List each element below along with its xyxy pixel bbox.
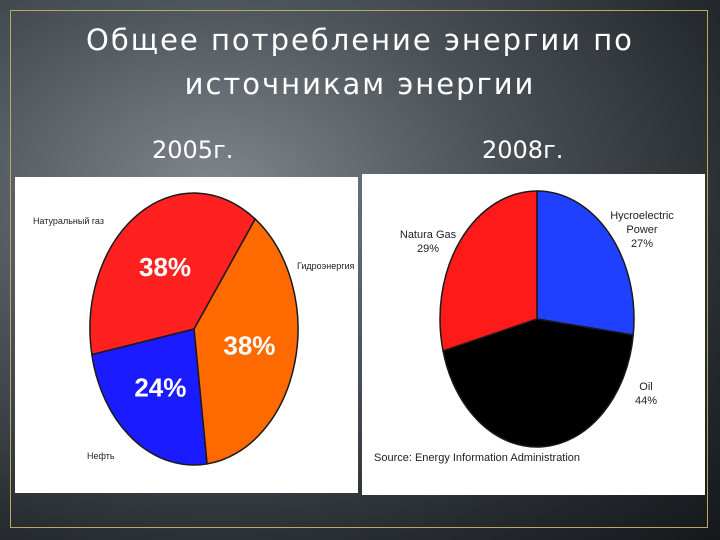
- pie-1-slice-1: [442, 318, 635, 448]
- year-label-2005: 2005г.: [152, 136, 234, 164]
- pie-1-source-note: Source: Energy Information Administratio…: [374, 452, 580, 464]
- pie-0-slice-0-name-label: Натуральный газ: [33, 216, 104, 226]
- year-label-2008: 2008г.: [482, 136, 564, 164]
- pie-chart-2005: 38% Натуральный газ 24% Гидроэнергия 38% Нефт…: [15, 177, 358, 493]
- slide-frame: [10, 10, 708, 528]
- pie-1-slice-1-name-label: Oil 44%: [635, 381, 657, 407]
- title-line-1: Общее потребление энергии по: [86, 23, 634, 57]
- pie-0-slice-0: [193, 217, 299, 465]
- pie-0-slice-1-value-label: 24%: [134, 372, 186, 402]
- title-line-2: источникам энергии: [184, 67, 536, 101]
- pie-2008-svg: Hycroelectric Power 27% Oil 44% Natura Gas 29%…: [374, 190, 674, 464]
- pie-0-slice-2-value-label: 38%: [139, 252, 191, 282]
- pie-chart-2008: Hycroelectric Power 27% Oil 44% Natura Gas 29%…: [362, 174, 705, 495]
- pie-1-slice-0: [536, 190, 635, 336]
- pie-0-slice-1-name-label: Гидроэнергия: [297, 261, 355, 271]
- pie-1-slice-2: [439, 190, 538, 352]
- pie-0-slice-0-value-label: 38%: [223, 330, 275, 360]
- pie-0-slice-2-name-label: Нефть: [87, 451, 115, 461]
- pie-1-slice-2-name-label: Natura Gas 29%: [400, 229, 457, 255]
- slide-title: Общее потребление энергии по источникам …: [0, 18, 720, 106]
- pie-1-slice-0-name-label: Hycroelectric Power 27%: [610, 210, 674, 250]
- pie-2005-svg: 38% Натуральный газ 24% Гидроэнергия 38% Нефт…: [33, 192, 355, 466]
- pie-0-slice-2: [89, 192, 257, 356]
- pie-0-slice-1: [91, 328, 208, 466]
